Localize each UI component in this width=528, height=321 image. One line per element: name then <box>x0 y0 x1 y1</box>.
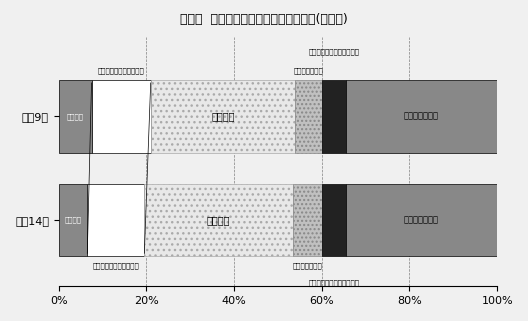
Text: 織物・衣服・身の回り品: 織物・衣服・身の回り品 <box>98 67 145 74</box>
Bar <box>322 184 346 256</box>
Bar <box>59 184 87 256</box>
Bar <box>322 80 346 152</box>
Text: 織物・衣服・身の回り品: 織物・衣服・身の回り品 <box>92 263 139 269</box>
Text: 飲食料品: 飲食料品 <box>207 215 231 225</box>
Text: 飲食料品: 飲食料品 <box>211 111 235 121</box>
Text: その他の小売業: その他の小売業 <box>404 112 439 121</box>
Bar <box>346 80 497 152</box>
Bar <box>91 80 151 152</box>
Text: 図－７  産業中分類別従業者数の構成比(小売業): 図－７ 産業中分類別従業者数の構成比(小売業) <box>180 13 348 26</box>
Bar <box>346 184 497 256</box>
Text: 自動車・自転車: 自動車・自転車 <box>294 67 324 74</box>
Text: その他の小売業: その他の小売業 <box>404 215 439 224</box>
Text: 家具・じゅう器・機械器具: 家具・じゅう器・機械器具 <box>308 48 360 55</box>
Bar <box>144 184 293 256</box>
Text: 自動車・自転車: 自動車・自転車 <box>293 263 323 269</box>
Bar <box>296 80 322 152</box>
Text: 各種商品: 各種商品 <box>67 113 83 119</box>
Bar <box>293 184 322 256</box>
Bar <box>59 80 91 152</box>
Bar <box>151 80 296 152</box>
Text: 家具・じゅう器・機械器具: 家具・じゅう器・機械器具 <box>308 279 360 286</box>
Text: 各種商品: 各種商品 <box>64 217 81 223</box>
Bar <box>87 184 144 256</box>
